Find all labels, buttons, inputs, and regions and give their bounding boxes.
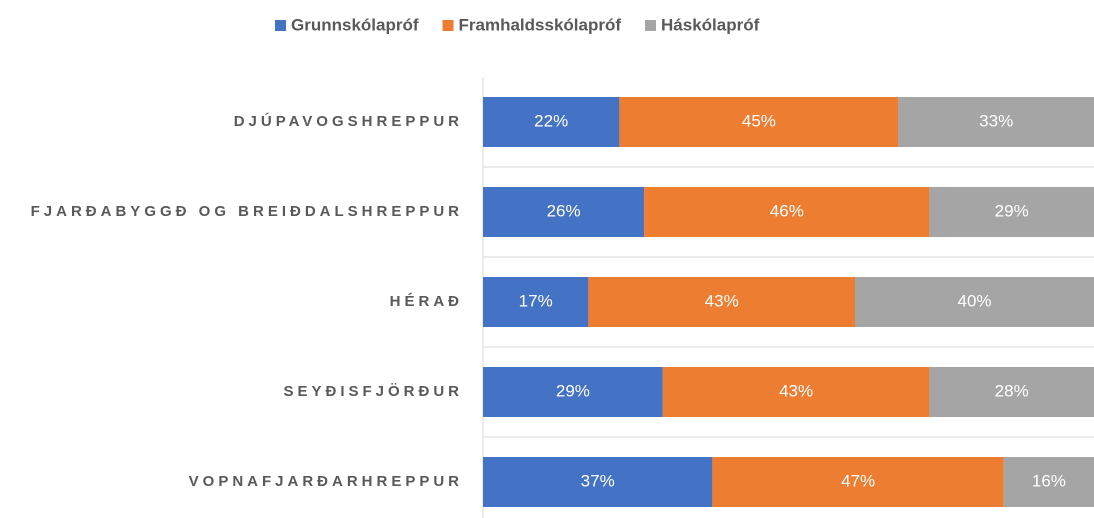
category-label: DJÚPAVOGSHREPPUR — [234, 112, 463, 130]
legend-swatch — [442, 20, 454, 31]
legend-swatch — [275, 20, 286, 31]
bar-segment — [644, 187, 930, 237]
category-label: FJARÐABYGGÐ OG BREIÐDALSHREPPUR — [31, 203, 463, 220]
value-label: 26% — [547, 201, 581, 220]
category-label: SEYÐISFJÖRÐUR — [283, 383, 463, 400]
bar-segment — [712, 457, 1004, 507]
bar-segment — [855, 277, 1094, 327]
category-label: HÉRAÐ — [390, 293, 463, 310]
bar-segment — [1003, 457, 1094, 507]
category-label: VOPNAFJARÐARHREPPUR — [189, 473, 463, 490]
legend-label: Grunnskólapróf — [291, 15, 419, 34]
value-label: 46% — [770, 201, 804, 220]
legend-swatch — [645, 20, 657, 31]
value-label: 43% — [779, 381, 813, 400]
bar-segment — [929, 187, 1094, 237]
value-label: 40% — [957, 291, 991, 310]
value-label: 22% — [534, 111, 568, 130]
value-label: 16% — [1032, 471, 1066, 490]
bar-segment — [898, 97, 1094, 147]
value-label: 29% — [995, 201, 1029, 220]
bar-segment — [929, 367, 1094, 417]
value-label: 33% — [979, 111, 1013, 130]
bar-segment — [588, 277, 855, 327]
bar-segment — [619, 97, 899, 147]
legend-label: Háskólapróf — [661, 15, 760, 34]
value-label: 28% — [995, 381, 1029, 400]
legend-label: Framhaldsskólapróf — [459, 15, 622, 34]
value-label: 37% — [581, 471, 615, 490]
bar-segment — [483, 187, 645, 237]
value-label: 29% — [556, 381, 590, 400]
bar-segment — [483, 367, 663, 417]
value-label: 43% — [705, 291, 739, 310]
bar-segment — [483, 457, 713, 507]
bar-segment — [483, 97, 620, 147]
bar-segment — [662, 367, 930, 417]
bar-segment — [483, 277, 589, 327]
value-label: 47% — [841, 471, 875, 490]
value-label: 17% — [519, 291, 553, 310]
value-label: 45% — [742, 111, 776, 130]
